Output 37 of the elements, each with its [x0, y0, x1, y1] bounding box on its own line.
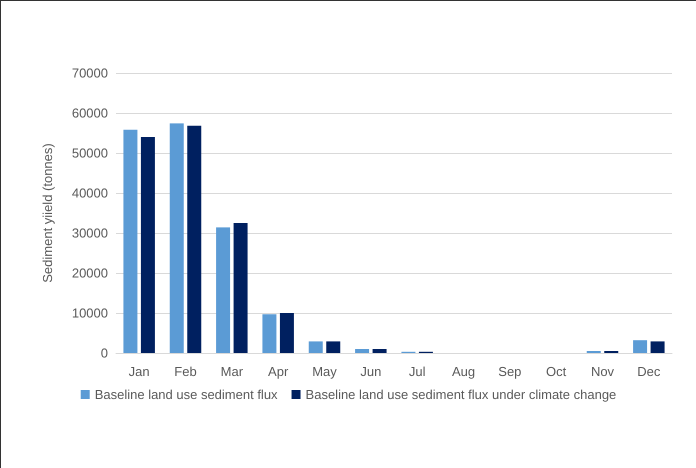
bar	[216, 227, 230, 353]
x-tick-label: Jul	[408, 364, 426, 379]
y-tick-label: 0	[100, 346, 108, 360]
x-tick-label: Feb	[174, 364, 197, 379]
x-tick-label: Jan	[128, 364, 150, 379]
bar	[355, 349, 370, 353]
bar	[372, 349, 387, 353]
y-axis-title: Sediment yiield (tonnes)	[40, 143, 55, 283]
y-tick-label: 30000	[72, 226, 108, 240]
y-tick-label: 40000	[72, 186, 108, 200]
bar	[326, 341, 340, 353]
bar	[140, 137, 155, 353]
bar	[633, 340, 648, 353]
bar	[170, 123, 184, 353]
x-tick-label: Oct	[546, 364, 567, 379]
bar	[187, 126, 202, 353]
y-tick-label: 10000	[72, 306, 108, 320]
x-tick-label: Apr	[268, 364, 289, 379]
x-tick-label: May	[312, 364, 338, 379]
bar	[308, 341, 323, 353]
legend-label: Baseline land use sediment flux under climate change	[306, 387, 616, 402]
y-tick-label: 60000	[72, 106, 108, 120]
x-tick-label: Mar	[220, 364, 244, 379]
x-tick-label: Aug	[452, 364, 476, 379]
y-tick-label: 20000	[72, 266, 108, 280]
y-tick-label: 70000	[72, 66, 108, 80]
y-tick-label: 50000	[72, 146, 108, 160]
x-tick-label: Jun	[360, 364, 382, 379]
bar	[234, 223, 248, 353]
x-tick-label: Sep	[498, 364, 522, 379]
legend-label: Baseline land use sediment flux	[94, 387, 278, 402]
bar	[280, 313, 294, 353]
x-tick-label: Dec	[637, 364, 661, 379]
bar	[123, 130, 138, 353]
bar	[262, 314, 276, 353]
x-tick-label: Nov	[590, 364, 615, 379]
bar	[650, 341, 665, 353]
